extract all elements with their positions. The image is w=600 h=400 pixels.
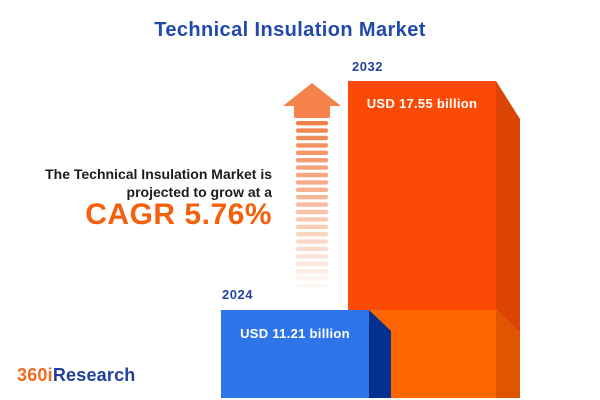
bar-label-year-2024: 2024 <box>222 287 253 302</box>
growth-arrow-stripe <box>296 254 328 259</box>
bar-2032 <box>348 81 520 398</box>
growth-arrow-stripe <box>296 187 328 192</box>
growth-arrow-stripe <box>296 202 328 207</box>
page-title: Technical Insulation Market <box>154 19 426 41</box>
bar-2024-front <box>221 310 369 398</box>
growth-arrow-stripe <box>296 180 328 185</box>
growth-arrow-stripe <box>296 276 328 281</box>
growth-arrow-stripe <box>296 283 328 289</box>
growth-arrow-stripe <box>296 232 328 237</box>
growth-arrow-head <box>283 83 341 106</box>
growth-arrow-stripe <box>296 172 328 178</box>
growth-arrow-stripe <box>296 135 328 141</box>
bar-2024 <box>221 310 391 398</box>
annotation-line-1: The Technical Insulation Market is <box>45 166 272 182</box>
growth-arrow-stripe <box>296 224 328 229</box>
bar-value-2032: USD 17.55 billion <box>366 96 478 111</box>
bar-2032-side-bottom <box>496 310 520 398</box>
growth-arrow-stripe <box>296 195 328 200</box>
bar-value-2024: USD 11.21 billion <box>240 326 350 341</box>
growth-arrow-stripe <box>296 121 328 126</box>
bar-2032-front-top <box>348 81 496 310</box>
growth-arrow-stripe <box>296 128 328 133</box>
growth-arrow-icon <box>283 83 341 289</box>
growth-arrow-stripe <box>296 239 328 244</box>
growth-arrow-stripe <box>296 209 328 215</box>
growth-arrow-stripe <box>296 158 328 163</box>
bar-2024-side <box>369 310 391 398</box>
growth-arrow-stripe <box>296 246 328 252</box>
growth-arrow-stripes <box>296 121 328 289</box>
bar-label-year-2032: 2032 <box>352 59 383 74</box>
annotation-block: The Technical Insulation Market is proje… <box>20 165 272 231</box>
growth-arrow-stub <box>294 104 330 118</box>
growth-arrow-stripe <box>296 143 328 148</box>
growth-arrow-stripe <box>296 165 328 170</box>
logo-suffix: Research <box>52 365 136 385</box>
growth-arrow-stripe <box>296 217 328 222</box>
growth-arrow-stripe <box>296 150 328 155</box>
growth-arrow-stripe <box>296 261 328 266</box>
growth-arrow-stripe <box>296 269 328 274</box>
bar-2032-side-top <box>496 81 520 333</box>
cagr-value: CAGR 5.76% <box>85 198 272 231</box>
logo-prefix: 360i <box>17 365 53 385</box>
company-logo: 360iResearch <box>17 365 136 386</box>
annotation-line-2: projected to grow at a <box>126 184 272 200</box>
